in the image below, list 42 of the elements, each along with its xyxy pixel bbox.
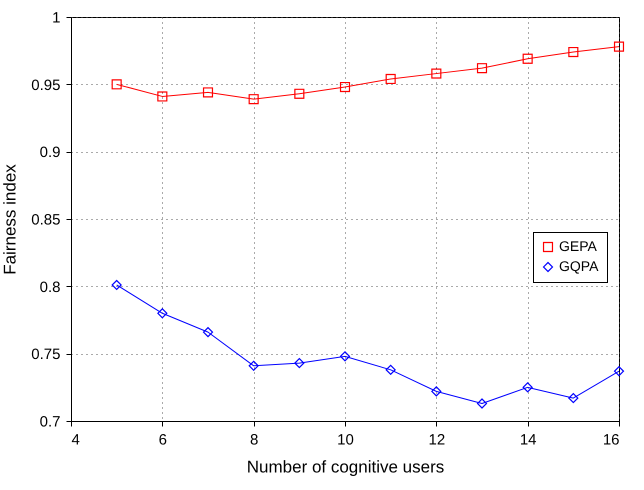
y-tick-label: 0.7	[40, 414, 60, 430]
x-tick-label: 4	[72, 432, 80, 448]
y-tick-label: 0.95	[31, 76, 60, 94]
x-tick-label: 6	[158, 432, 168, 448]
y-tick-label: 0.85	[31, 212, 60, 228]
point	[202, 327, 214, 338]
y-tick-label: 0.9	[40, 144, 60, 162]
point	[431, 386, 442, 396]
point	[522, 382, 533, 392]
point	[568, 393, 578, 404]
point	[614, 42, 624, 52]
point	[157, 308, 168, 318]
point	[522, 54, 533, 64]
legend-label: GEPA	[559, 238, 598, 254]
point	[112, 280, 122, 290]
point	[476, 63, 488, 74]
y-tick-label: 1	[52, 10, 60, 26]
legend-label: GQPA	[559, 258, 600, 274]
y-tick-label: 0.75	[31, 346, 60, 364]
point	[294, 358, 304, 368]
point	[248, 94, 259, 104]
point	[476, 398, 488, 409]
point	[431, 68, 442, 79]
x-tick-label: 8	[250, 432, 258, 448]
x-axis-title: Number of cognitive users	[246, 458, 444, 476]
point	[202, 87, 214, 98]
x-tick-label: 14	[520, 432, 537, 448]
point	[340, 351, 350, 362]
point	[568, 46, 578, 58]
x-tick-label: 16	[602, 432, 620, 448]
x-tick-label: 12	[428, 432, 446, 448]
point	[248, 360, 259, 371]
y-tick-label: 0.8	[40, 278, 60, 296]
point	[340, 82, 350, 92]
point	[294, 88, 304, 99]
point	[614, 366, 624, 376]
y-axis-title: Fairness index	[0, 164, 20, 275]
point	[386, 364, 396, 375]
point	[112, 79, 122, 90]
x-tick-label: 10	[337, 432, 354, 448]
point	[386, 74, 396, 84]
point	[157, 91, 168, 102]
